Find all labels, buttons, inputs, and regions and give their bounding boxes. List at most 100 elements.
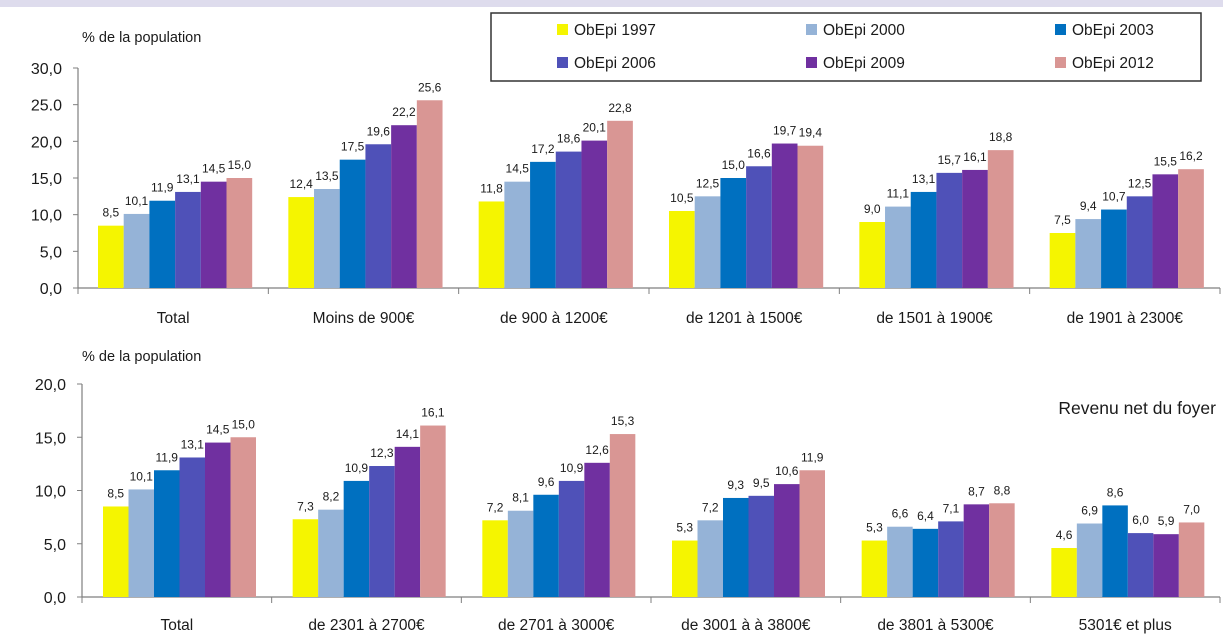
bar — [1179, 522, 1205, 597]
bar-value-label: 25,6 — [418, 80, 442, 94]
bar-value-label: 14,1 — [396, 427, 420, 441]
y-axis-title: % de la population — [82, 30, 201, 46]
bar-value-label: 12,4 — [290, 177, 314, 191]
x-category-label: de 2701 à 3000€ — [498, 617, 615, 634]
bar-value-label: 8,5 — [103, 206, 120, 220]
bar — [581, 141, 607, 288]
chart-bottom: % de la population0,05,010,015,020,0Tota… — [35, 349, 1220, 634]
bar-value-label: 8,1 — [512, 491, 529, 505]
bar-value-label: 16,2 — [1179, 149, 1203, 163]
category-bar-group: 9,011,113,115,7 16,118,8 — [859, 130, 1013, 288]
bar-value-label: 13,1 — [176, 172, 200, 186]
category-bar-group: 7,2 8,1 9,6 10,912,6 15,3 — [482, 414, 635, 597]
y-tick-label: 30,0 — [31, 61, 62, 78]
category-bar-group: 10,512,515,016,619,7 19,4 — [669, 124, 823, 288]
bar — [1050, 233, 1076, 288]
bar — [1051, 548, 1077, 597]
bar — [1102, 505, 1128, 597]
bar — [964, 504, 990, 597]
bar-value-label: 6,6 — [892, 507, 909, 521]
category-bar-group: 5,36,6 6,47,18,7 8,8 — [862, 483, 1015, 597]
legend-swatch — [1055, 57, 1066, 68]
legend-label: ObEpi 2009 — [823, 55, 905, 72]
bar-value-label: 14,5 — [202, 162, 226, 176]
y-tick-label: 10,0 — [35, 484, 66, 501]
bar-value-label: 19,6 — [367, 124, 391, 138]
bar-value-label: 9,6 — [538, 475, 555, 489]
legend-swatch — [557, 57, 568, 68]
bar — [288, 197, 314, 288]
y-tick-label: 15,0 — [35, 430, 66, 447]
bar-value-label: 17,2 — [531, 142, 555, 156]
category-bar-group: 7,38,210,912,314,116,1 — [293, 406, 446, 597]
chart-annotation: Revenu net du foyer — [1058, 398, 1216, 418]
category-bar-group: 8,5 10,111,913,114,5 15,0 — [98, 158, 252, 288]
bar — [695, 196, 721, 288]
bar — [885, 207, 911, 288]
bar — [749, 496, 775, 597]
bar-value-label: 15,0 — [228, 158, 252, 172]
bar — [344, 481, 370, 597]
bar-value-label: 11,1 — [887, 187, 910, 201]
bar — [698, 520, 724, 597]
bar-value-label: 10,1 — [125, 194, 149, 208]
bar — [962, 170, 988, 288]
bar — [556, 152, 582, 288]
bar — [887, 527, 913, 597]
bar — [989, 503, 1015, 597]
bar-value-label: 14,5 — [206, 423, 230, 437]
bar-value-label: 20,1 — [583, 121, 607, 135]
bar — [103, 506, 129, 597]
bar-value-label: 14,5 — [506, 162, 530, 176]
bar-value-label: 8,8 — [994, 483, 1011, 497]
y-tick-label: 20,0 — [31, 134, 62, 151]
bar-value-label: 13,5 — [315, 169, 339, 183]
bar-value-label: 13,1 — [181, 437, 205, 451]
bar-value-label: 11,9 — [801, 450, 824, 464]
legend-label: ObEpi 2003 — [1072, 22, 1154, 39]
x-category-label: Total — [157, 310, 190, 327]
bar-value-label: 10,7 — [1102, 190, 1126, 204]
legend-swatch — [806, 57, 817, 68]
bar — [149, 201, 175, 288]
bar-value-label: 9,3 — [727, 478, 744, 492]
bar-value-label: 8,5 — [107, 486, 124, 500]
bar — [98, 226, 124, 288]
bar-value-label: 10,6 — [775, 464, 799, 478]
bar — [175, 192, 201, 288]
bar — [862, 541, 888, 597]
bar — [318, 510, 344, 597]
bar — [772, 144, 798, 288]
bar-value-label: 10,9 — [345, 461, 369, 475]
bar — [938, 521, 964, 597]
bar — [201, 182, 227, 288]
bar — [669, 211, 695, 288]
bar-value-label: 5,9 — [1158, 514, 1175, 528]
bar-value-label: 9,4 — [1080, 199, 1097, 213]
legend-label: ObEpi 2012 — [1072, 55, 1154, 72]
legend-label: ObEpi 1997 — [574, 22, 656, 39]
x-category-label: de 3801 à 5300€ — [877, 617, 994, 634]
x-category-label: de 1201 à 1500€ — [686, 310, 803, 327]
x-category-label: 5301€ et plus — [1079, 617, 1172, 634]
bar — [1075, 219, 1101, 288]
bar — [482, 520, 508, 597]
bar-value-label: 13,1 — [912, 172, 936, 186]
y-tick-label: 10,0 — [31, 208, 62, 225]
bar — [1077, 524, 1103, 597]
bar-value-label: 6,0 — [1132, 513, 1149, 527]
y-tick-label: 0,0 — [44, 590, 66, 607]
bar-value-label: 10,5 — [670, 191, 694, 205]
bar — [859, 222, 885, 288]
legend-swatch — [1055, 24, 1066, 35]
x-category-label: de 1901 à 2300€ — [1067, 310, 1184, 327]
bar — [154, 470, 180, 597]
y-tick-label: 20,0 — [35, 377, 66, 394]
bar — [746, 166, 772, 288]
bar — [584, 463, 610, 597]
bar — [417, 100, 443, 288]
legend-swatch — [806, 24, 817, 35]
category-bar-group: 7,59,410,712,515,5 16,2 — [1050, 149, 1204, 288]
top-border-band — [0, 0, 1223, 7]
